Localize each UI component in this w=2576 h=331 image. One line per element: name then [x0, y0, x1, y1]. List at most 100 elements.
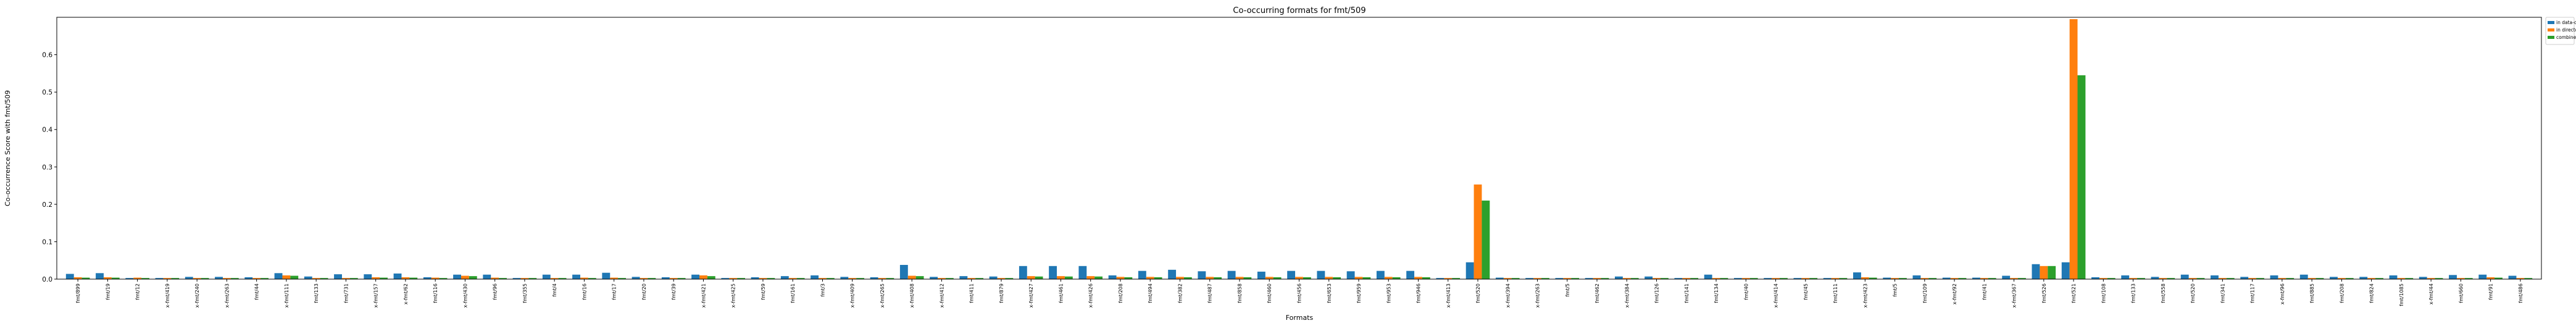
bar-directories: [1772, 278, 1780, 279]
x-tick-label: fmt/494: [1148, 283, 1153, 303]
bar-combined: [1482, 200, 1490, 279]
bar-data-objects: [1287, 270, 1296, 279]
x-tick-label: fmt/462: [1594, 283, 1600, 303]
bar-data-objects: [870, 277, 878, 279]
bar-data-objects: [1108, 275, 1117, 279]
bar-data-objects: [602, 272, 611, 279]
bar-directories: [1176, 277, 1184, 279]
bar-data-objects: [1406, 270, 1415, 279]
bar-directories: [282, 275, 291, 279]
bar-combined: [886, 278, 894, 279]
bar-data-objects: [2211, 275, 2219, 279]
x-axis: fmt/899 fmt/19 fmt/12 x-fmt/419 x-fmt/240 x-f…: [75, 279, 2524, 308]
bar-data-objects: [1674, 278, 1683, 279]
bar-combined: [588, 278, 596, 279]
bar-data-objects: [1495, 277, 1504, 279]
bar-directories: [1325, 277, 1333, 279]
bar-combined: [945, 278, 954, 279]
bar-combined: [767, 278, 775, 279]
x-tick-label: x-fmt/96: [2280, 283, 2285, 304]
bar-data-objects: [1704, 274, 1712, 279]
x-tick-label: fmt/59: [761, 283, 766, 300]
bar-combined: [2524, 278, 2533, 279]
x-tick-label: fmt/126: [1654, 283, 1660, 303]
bar-directories: [1265, 277, 1273, 279]
bar-combined: [1571, 278, 1580, 279]
bar-combined: [2286, 278, 2295, 279]
x-tick-label: fmt/39: [671, 283, 677, 300]
bar-combined: [2405, 278, 2414, 279]
bar-data-objects: [1376, 270, 1385, 279]
x-tick-label: fmt/5: [1893, 283, 1898, 297]
x-tick-label: x-fmt/423: [1862, 283, 1868, 308]
bar-directories: [2397, 278, 2406, 279]
bar-data-objects: [1733, 278, 1742, 279]
bar-data-objects: [2151, 277, 2159, 279]
bar-directories: [2040, 266, 2048, 279]
bar-data-objects: [244, 277, 253, 279]
bar-directories: [1712, 278, 1720, 279]
y-tick-label: 0.5: [42, 89, 52, 96]
bar-directories: [1741, 278, 1750, 279]
bar-combined: [1273, 277, 1282, 279]
bar-directories: [610, 277, 619, 279]
bar-directories: [2307, 278, 2316, 279]
bar-data-objects: [2389, 275, 2398, 279]
bar-directories: [2337, 278, 2346, 279]
legend-entry: combined: [2556, 35, 2576, 40]
x-tick-label: x-fmt/384: [1624, 283, 1630, 308]
x-tick-label: x-fmt/419: [165, 283, 170, 308]
bar-directories: [133, 277, 142, 279]
bar-combined: [141, 278, 149, 279]
bar-directories: [2099, 278, 2107, 279]
bar-directories: [1414, 277, 1422, 279]
x-tick-label: fmt/208: [2339, 283, 2345, 303]
bar-directories: [2188, 278, 2197, 279]
bar-data-objects: [751, 277, 759, 279]
bar-data-objects: [423, 277, 431, 279]
bar-combined: [1601, 278, 1609, 279]
x-tick-label: fmt/133: [2131, 283, 2136, 303]
bar-combined: [2137, 278, 2145, 279]
bar-combined: [261, 278, 269, 279]
bar-directories: [401, 277, 410, 279]
bar-data-objects: [1764, 278, 1772, 279]
bar-directories: [1116, 277, 1125, 279]
bar-combined: [1064, 276, 1073, 279]
bar-data-objects: [1793, 278, 1802, 279]
bar-directories: [520, 278, 529, 279]
y-tick-label: 0.4: [42, 127, 52, 134]
bar-directories: [341, 278, 350, 279]
bar-combined: [2167, 278, 2175, 279]
x-tick-label: fmt/959: [1356, 283, 1362, 303]
bar-data-objects: [2240, 277, 2249, 279]
x-tick-label: fmt/111: [1833, 283, 1838, 303]
bar-data-objects: [274, 273, 283, 279]
bar-combined: [2196, 278, 2205, 279]
bar-data-objects: [2330, 277, 2338, 279]
bar-combined: [2226, 278, 2235, 279]
bar-data-objects: [1227, 270, 1236, 279]
bar-data-objects: [959, 276, 968, 279]
x-tick-label: x-fmt/425: [731, 283, 736, 308]
x-tick-label: x-fmt/62: [403, 283, 409, 304]
bar-directories: [1593, 278, 1601, 279]
bar-combined: [1660, 278, 1669, 279]
bar-directories: [2010, 278, 2019, 279]
bar-combined: [1303, 277, 1311, 279]
bar-combined: [1928, 278, 1937, 279]
bar-data-objects: [2180, 274, 2189, 279]
bar-data-objects: [1317, 270, 1325, 279]
x-tick-label: fmt/134: [1714, 283, 1719, 303]
bar-directories: [193, 278, 201, 279]
bar-combined: [380, 277, 388, 279]
bar-directories: [997, 278, 1006, 279]
bar-data-objects: [1019, 266, 1027, 279]
bar-combined: [528, 278, 537, 279]
bar-combined: [2048, 266, 2056, 279]
bar-data-objects: [691, 274, 700, 279]
bar-directories: [2427, 278, 2435, 279]
bar-combined: [1094, 276, 1103, 279]
bar-combined: [1779, 278, 1788, 279]
bar-directories: [222, 278, 231, 279]
